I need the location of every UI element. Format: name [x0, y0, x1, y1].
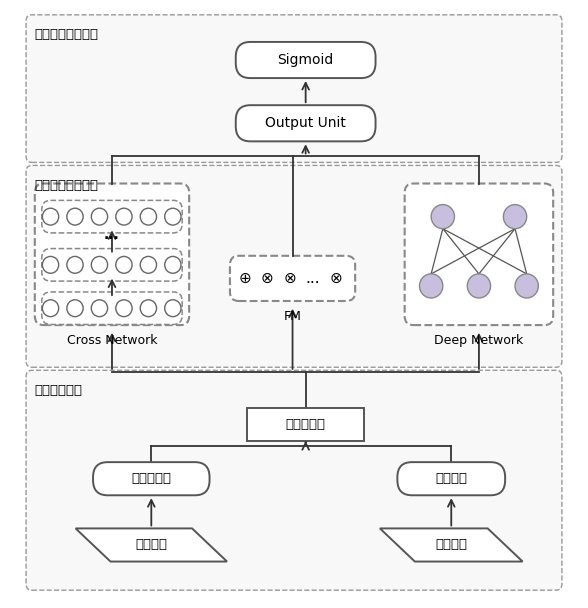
Text: ⊗: ⊗ [283, 271, 296, 286]
Circle shape [67, 300, 83, 317]
Circle shape [91, 300, 108, 317]
Text: ...: ... [104, 228, 120, 242]
FancyBboxPatch shape [26, 15, 562, 162]
Text: 设备特征构造模块: 设备特征构造模块 [35, 179, 99, 192]
FancyBboxPatch shape [230, 256, 355, 301]
Text: 设备状态输出模块: 设备状态输出模块 [35, 28, 99, 41]
Circle shape [116, 300, 132, 317]
Text: Sigmoid: Sigmoid [278, 53, 334, 67]
FancyBboxPatch shape [42, 249, 182, 281]
Circle shape [419, 274, 443, 298]
Circle shape [515, 274, 539, 298]
FancyBboxPatch shape [42, 292, 182, 325]
Circle shape [67, 208, 83, 225]
Text: Cross Network: Cross Network [66, 334, 157, 347]
Polygon shape [380, 528, 523, 562]
Circle shape [165, 300, 181, 317]
Text: 输入处理模块: 输入处理模块 [35, 384, 83, 396]
Circle shape [42, 300, 59, 317]
Text: ...: ... [306, 271, 320, 286]
Text: Deep Network: Deep Network [435, 334, 523, 347]
FancyBboxPatch shape [42, 201, 182, 233]
Circle shape [165, 208, 181, 225]
Text: ⊕: ⊕ [238, 271, 251, 286]
Text: Output Unit: Output Unit [265, 116, 346, 130]
Circle shape [165, 257, 181, 273]
Text: 嵌入堆叠层: 嵌入堆叠层 [286, 418, 326, 431]
FancyBboxPatch shape [35, 184, 189, 325]
Text: ⊗: ⊗ [329, 271, 342, 286]
Circle shape [42, 257, 59, 273]
Circle shape [116, 208, 132, 225]
FancyBboxPatch shape [93, 462, 209, 496]
FancyBboxPatch shape [26, 165, 562, 367]
Polygon shape [76, 528, 227, 562]
Text: ⊗: ⊗ [261, 271, 273, 286]
Circle shape [42, 208, 59, 225]
Circle shape [467, 274, 490, 298]
Text: FM: FM [283, 309, 302, 323]
Circle shape [431, 205, 455, 229]
Circle shape [140, 257, 156, 273]
Circle shape [116, 257, 132, 273]
Text: 原始特征: 原始特征 [135, 539, 168, 551]
FancyBboxPatch shape [236, 105, 376, 141]
Bar [248, 408, 364, 441]
FancyBboxPatch shape [236, 42, 376, 78]
Circle shape [91, 257, 108, 273]
FancyBboxPatch shape [397, 462, 505, 496]
FancyBboxPatch shape [405, 184, 553, 325]
Circle shape [140, 300, 156, 317]
Circle shape [503, 205, 527, 229]
Text: 原始特征: 原始特征 [435, 539, 467, 551]
Text: 嵌入编码: 嵌入编码 [435, 472, 467, 485]
Circle shape [140, 208, 156, 225]
Circle shape [91, 208, 108, 225]
Text: 归一化编码: 归一化编码 [131, 472, 171, 485]
FancyBboxPatch shape [26, 370, 562, 590]
Circle shape [67, 257, 83, 273]
